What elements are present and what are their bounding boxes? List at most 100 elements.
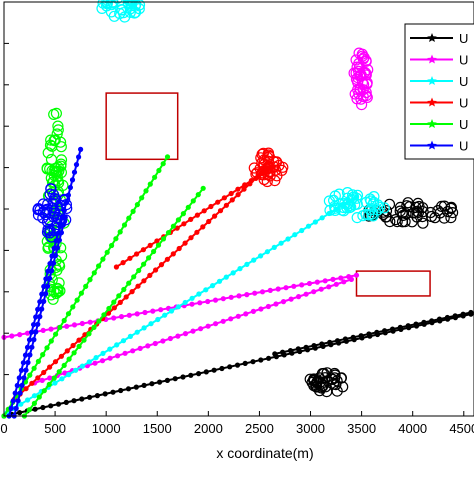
trajectory-point-4-1 (171, 251, 176, 256)
trajectory-point-1-1 (219, 366, 224, 371)
trajectory-point-5-1 (92, 270, 97, 275)
trajectory-point-3-1 (52, 380, 57, 385)
trajectory-point-5-2 (106, 306, 111, 311)
trajectory-point-2-2 (349, 277, 354, 282)
legend-label: U (459, 139, 468, 154)
trajectory-point-5-2 (176, 217, 181, 222)
trajectory-point-3-1 (190, 296, 195, 301)
trajectory-point-2-1 (41, 328, 46, 333)
trajectory-point-5-1 (40, 352, 45, 357)
trajectory-point-4-2 (141, 247, 146, 252)
trajectory-point-4-2 (208, 204, 213, 209)
trajectory-point-6-1 (72, 170, 77, 175)
trajectory-point-6-2 (61, 222, 66, 227)
trajectory-point-2-2 (40, 378, 45, 383)
trajectory-point-3-1 (210, 283, 215, 288)
trajectory-point-3-1 (128, 334, 133, 339)
trajectory-point-4-1 (147, 273, 152, 278)
trajectory-point-5-1 (143, 188, 148, 193)
trajectory-point-5-1 (109, 243, 114, 248)
trajectory-point-5-1 (62, 318, 67, 323)
trajectory-point-3-1 (148, 321, 153, 326)
trajectory-point-2-2 (92, 361, 97, 366)
trajectory-point-1-1 (110, 390, 115, 395)
trajectory-point-6-1 (78, 147, 83, 152)
trajectory-point-2-2 (47, 375, 52, 380)
trajectory-point-5-1 (131, 209, 136, 214)
trajectory-point-6-1 (13, 391, 18, 396)
trajectory-point-3-1 (135, 330, 140, 335)
x-tick-label: 2000 (194, 421, 223, 436)
trajectory-point-2-1 (150, 309, 155, 314)
trajectory-point-4-1 (200, 224, 205, 229)
trajectory-point-1-2 (366, 331, 371, 336)
trajectory-point-1-2 (437, 317, 442, 322)
trajectory-point-3-1 (251, 258, 256, 263)
trajectory-point-5-2 (37, 394, 42, 399)
trajectory-point-4-1 (71, 343, 76, 348)
trajectory-point-6-2 (23, 368, 28, 373)
trajectory-point-6-2 (39, 306, 44, 311)
trajectory-point-5-1 (66, 311, 71, 316)
trajectory-point-1-1 (95, 393, 100, 398)
trajectory-point-2-2 (311, 289, 316, 294)
trajectory-point-1-2 (351, 335, 356, 340)
trajectory-point-5-1 (57, 325, 62, 330)
trajectory-point-1-1 (266, 356, 271, 361)
trajectory-point-1-2 (445, 315, 450, 320)
trajectory-point-1-1 (196, 371, 201, 376)
trajectory-point-4-2 (127, 256, 132, 261)
trajectory-point-5-1 (70, 304, 75, 309)
trajectory-point-2-1 (283, 285, 288, 290)
trajectory-point-2-1 (229, 295, 234, 300)
trajectory-point-3-1 (231, 270, 236, 275)
trajectory-point-2-1 (276, 286, 281, 291)
trajectory-point-4-1 (112, 305, 117, 310)
trajectory-point-1-1 (142, 383, 147, 388)
trajectory-point-4-2 (262, 169, 267, 174)
trajectory-point-3-1 (169, 308, 174, 313)
trajectory-point-1-2 (288, 348, 293, 353)
trajectory-point-5-2 (111, 300, 116, 305)
trajectory-point-6-2 (43, 291, 48, 296)
trajectory-line-4-2 (116, 168, 271, 267)
trajectory-point-1-1 (165, 378, 170, 383)
trajectory-point-5-1 (79, 291, 84, 296)
trajectory-point-2-2 (100, 358, 105, 363)
obstacle-rect-1 (106, 93, 178, 159)
trajectory-point-4-2 (121, 260, 126, 265)
trajectory-point-6-1 (62, 208, 67, 213)
trajectory-point-3-1 (87, 359, 92, 364)
trajectory-point-4-2 (235, 187, 240, 192)
x-tick-label: 500 (44, 421, 66, 436)
trajectory-point-3-1 (176, 304, 181, 309)
trajectory-point-5-1 (36, 359, 41, 364)
trajectory-point-4-2 (222, 195, 227, 200)
trajectory-point-3-1 (237, 266, 242, 271)
trajectory-point-3-1 (347, 198, 352, 203)
trajectory-point-5-2 (81, 338, 86, 343)
trajectory-point-4-1 (130, 289, 135, 294)
trajectory-point-1-1 (180, 374, 185, 379)
trajectory-point-3-1 (142, 325, 147, 330)
trajectory-point-2-1 (291, 284, 296, 289)
trajectory-point-2-2 (183, 331, 188, 336)
trajectory-point-5-2 (57, 369, 62, 374)
trajectory-point-2-1 (260, 289, 265, 294)
trajectory-point-1-2 (413, 322, 418, 327)
trajectory-point-5-2 (136, 268, 141, 273)
trajectory-point-5-1 (87, 277, 92, 282)
trajectory-point-5-1 (135, 202, 140, 207)
trajectory-point-2-1 (72, 322, 77, 327)
trajectory-point-3-1 (299, 228, 304, 233)
trajectory-point-5-1 (156, 168, 161, 173)
trajectory-point-2-2 (108, 356, 113, 361)
trajectory-point-1-2 (406, 323, 411, 328)
legend-label: U (459, 117, 468, 132)
trajectory-point-1-1 (56, 402, 61, 407)
trajectory-point-6-2 (55, 245, 60, 250)
trajectory-point-4-2 (134, 251, 139, 256)
trajectory-point-3-1 (272, 245, 277, 250)
trajectory-point-1-2 (429, 318, 434, 323)
